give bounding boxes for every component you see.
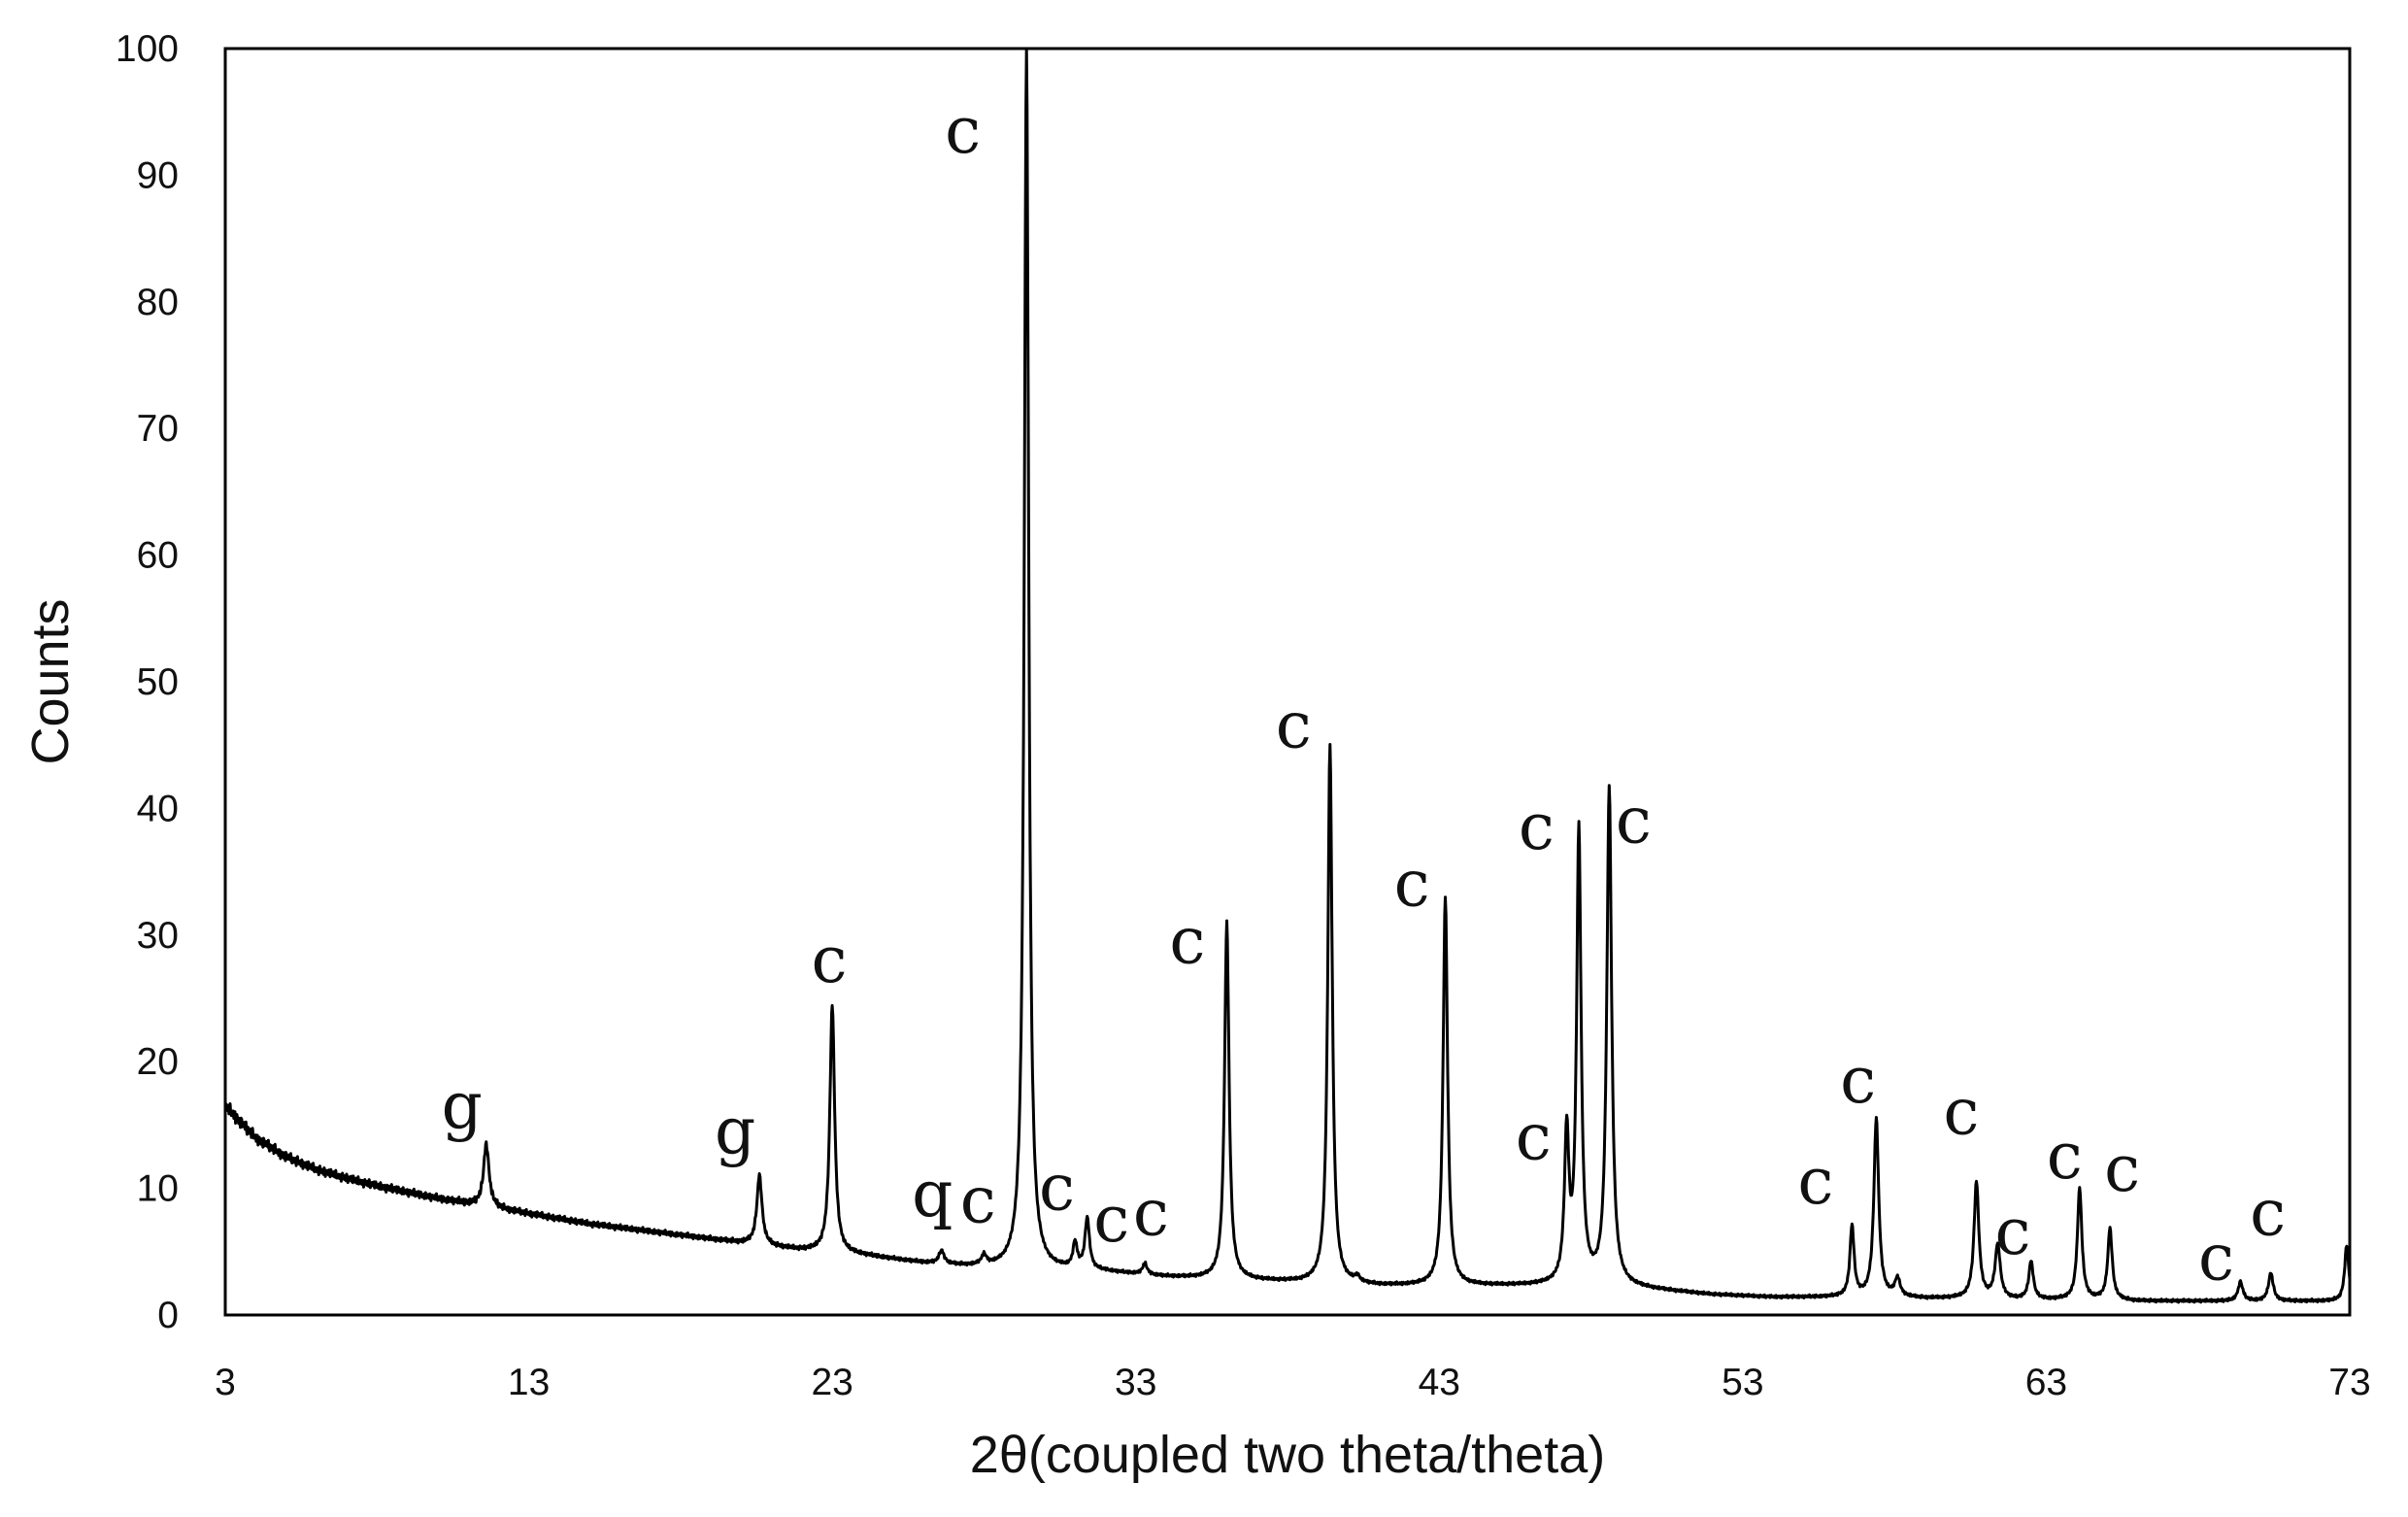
y-tick-label: 40 [137,788,179,829]
diffraction-pattern-line [223,47,2352,1304]
peak-label: c [1797,1144,1833,1219]
x-tick-label: 53 [1722,1362,1763,1403]
peak-label: c [812,923,848,997]
y-tick-label: 50 [137,661,179,703]
x-tick-label: 63 [2025,1362,2067,1403]
y-tick-label: 70 [137,408,179,450]
y-tick-labels: 0 10 20 30 40 50 60 70 80 90 100 [116,28,179,1336]
peak-label: c [1093,1182,1129,1257]
peak-label: c [2250,1176,2286,1251]
peak-label: c [945,93,981,168]
peak-label: c [1519,790,1555,864]
peak-label: c [1039,1151,1075,1226]
plot-area-frame [223,47,2352,1317]
x-tick-label: 13 [508,1362,550,1403]
x-tick-label: 33 [1115,1362,1156,1403]
peak-label: c [1169,903,1205,978]
peak-label: c [1133,1176,1169,1251]
y-tick-label: 10 [137,1168,179,1210]
x-tick-label: 3 [215,1362,236,1403]
peak-label: c [2047,1119,2083,1194]
y-axis-title: Counts [21,598,80,764]
x-tick-label: 73 [2328,1362,2370,1403]
x-tick-label: 23 [811,1362,853,1403]
y-tick-label: 0 [157,1295,179,1336]
peak-label: g [715,1094,755,1168]
peak-label: c [2198,1220,2234,1295]
x-tick-labels: 3 13 23 33 43 53 63 73 [215,1362,2371,1403]
peak-label: c [1840,1043,1876,1118]
peak-label: c [1995,1195,2031,1269]
y-tick-label: 20 [137,1041,179,1083]
peak-label: c [1943,1074,1979,1149]
y-tick-label: 100 [116,28,179,70]
peak-label: g [442,1068,483,1143]
peak-label: c [1616,783,1652,858]
peak-label: c [1516,1099,1552,1174]
peak-label: q [912,1157,953,1231]
peak-label: c [2104,1131,2140,1206]
y-tick-label: 30 [137,915,179,957]
y-tick-label: 60 [137,535,179,577]
x-axis-title: 2θ(coupled two theta/theta) [970,1426,1605,1484]
x-tick-label: 43 [1419,1362,1460,1403]
peak-label: c [960,1163,996,1238]
peak-label: c [1394,847,1430,922]
peak-label: c [1276,689,1312,763]
y-tick-label: 90 [137,154,179,196]
y-tick-label: 80 [137,282,179,323]
